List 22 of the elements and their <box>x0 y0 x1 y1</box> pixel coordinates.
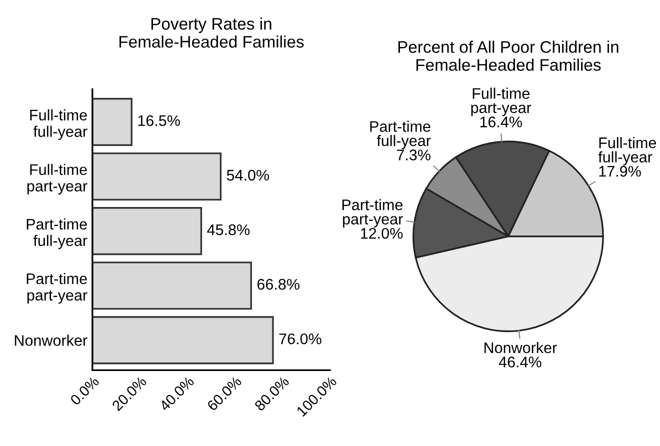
data-label: 46.4% <box>498 356 542 368</box>
data-label: 45.8% <box>207 224 250 236</box>
y-tick-label: Full-time full-year <box>30 109 88 140</box>
slice-label: Part-time full-year <box>370 120 431 150</box>
data-label: 66.8% <box>257 278 300 290</box>
slice-label: Part-time part-year <box>342 199 403 228</box>
slice-label: Full-time part-year <box>471 88 532 116</box>
data-label: 12.0% <box>360 228 403 239</box>
chart-title: Poverty Rates in Female-Headed Families <box>119 18 304 48</box>
chart-title: Percent of All Poor Children in Female-Headed Families <box>398 40 618 71</box>
y-tick-label: Part-time part-year <box>26 272 88 304</box>
y-tick-label: Nonworker <box>14 334 88 346</box>
data-label: 54.0% <box>226 170 270 181</box>
data-label: 7.3% <box>396 150 430 160</box>
data-label: 16.5% <box>138 115 180 126</box>
y-tick-label: Full-time part-year <box>27 164 88 195</box>
slice-label: Nonworker <box>484 342 557 354</box>
data-label: 76.0% <box>279 333 322 344</box>
slice-label: Full-time full-year <box>598 137 656 166</box>
data-label: 16.4% <box>480 116 522 128</box>
data-label: 17.9% <box>599 166 641 177</box>
y-tick-label: Part-time full-year <box>26 218 88 250</box>
